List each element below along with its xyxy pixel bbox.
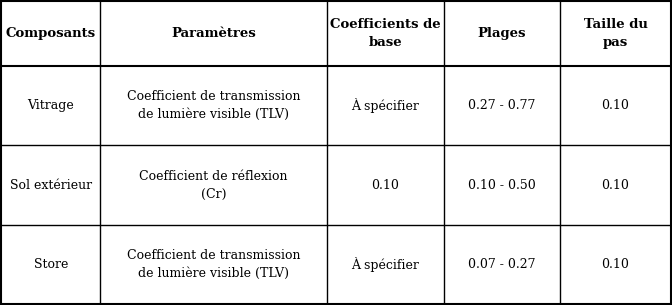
Text: Coefficient de réflexion
(Cr): Coefficient de réflexion (Cr) — [139, 170, 288, 201]
Text: 0.07 - 0.27: 0.07 - 0.27 — [468, 258, 536, 271]
Text: Plages: Plages — [478, 27, 526, 40]
Text: Taille du
pas: Taille du pas — [583, 18, 647, 49]
Text: 0.10: 0.10 — [371, 179, 399, 192]
Text: Coefficient de transmission
de lumière visible (TLV): Coefficient de transmission de lumière v… — [127, 90, 300, 121]
Text: Composants: Composants — [6, 27, 96, 40]
Text: Paramètres: Paramètres — [171, 27, 256, 40]
Text: 0.10 - 0.50: 0.10 - 0.50 — [468, 179, 536, 192]
Text: 0.27 - 0.77: 0.27 - 0.77 — [468, 99, 536, 112]
Text: 0.10: 0.10 — [601, 179, 630, 192]
Text: Store: Store — [34, 258, 68, 271]
Text: Coefficient de transmission
de lumière visible (TLV): Coefficient de transmission de lumière v… — [127, 249, 300, 280]
Text: 0.10: 0.10 — [601, 99, 630, 112]
Text: Coefficients de
base: Coefficients de base — [330, 18, 441, 49]
Text: À spécifier: À spécifier — [351, 257, 419, 272]
Text: À spécifier: À spécifier — [351, 98, 419, 113]
Text: Sol extérieur: Sol extérieur — [10, 179, 92, 192]
Text: Vitrage: Vitrage — [28, 99, 74, 112]
Text: 0.10: 0.10 — [601, 258, 630, 271]
